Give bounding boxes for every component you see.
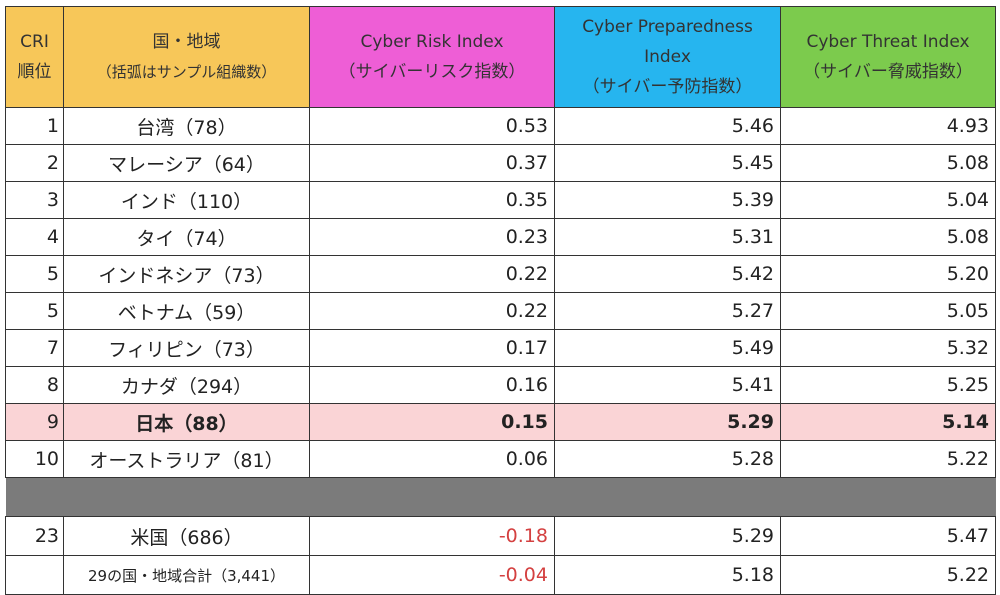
prep-cell: 5.49 — [554, 329, 781, 367]
separator-row — [5, 477, 996, 517]
prep-cell: 5.31 — [554, 218, 781, 256]
risk-header: Cyber Risk Index （サイバーリスク指数） — [309, 6, 555, 108]
risk-cell: 0.06 — [309, 440, 555, 478]
rank-cell: 4 — [5, 218, 64, 256]
prep-header-sub: （サイバー予防指数） — [582, 77, 753, 97]
risk-header-title: Cyber Risk Index — [360, 32, 504, 52]
risk-cell: 0.22 — [309, 255, 555, 293]
risk-cell: -0.04 — [309, 555, 555, 595]
table-row-highlighted-japan: 9 日本（88） 0.15 5.29 5.14 — [5, 403, 996, 441]
country-header-sub: （括弧はサンプル組織数） — [96, 63, 277, 81]
threat-cell: 5.22 — [780, 440, 996, 478]
prep-header-title1: Cyber Preparedness — [582, 17, 753, 37]
rank-cell: 9 — [5, 403, 64, 441]
threat-cell: 5.20 — [780, 255, 996, 293]
rank-cell: 2 — [5, 144, 64, 182]
prep-cell: 5.27 — [554, 292, 781, 330]
risk-header-sub: （サイバーリスク指数） — [338, 62, 526, 82]
risk-cell: 0.22 — [309, 292, 555, 330]
country-cell: タイ（74） — [63, 218, 310, 256]
threat-header-title: Cyber Threat Index — [806, 32, 970, 52]
risk-cell: 0.37 — [309, 144, 555, 182]
rank-header: CRI 順位 — [5, 6, 64, 108]
prep-cell: 5.28 — [554, 440, 781, 478]
country-cell: カナダ（294） — [63, 366, 310, 404]
table-row: 5 ベトナム（59） 0.22 5.27 5.05 — [5, 292, 996, 330]
prep-cell: 5.45 — [554, 144, 781, 182]
table-row: 2 マレーシア（64） 0.37 5.45 5.08 — [5, 144, 996, 182]
prep-cell: 5.29 — [554, 403, 781, 441]
threat-header: Cyber Threat Index （サイバー脅威指数） — [780, 6, 996, 108]
prep-cell: 5.41 — [554, 366, 781, 404]
rank-cell: 7 — [5, 329, 64, 367]
risk-cell: 0.53 — [309, 107, 555, 145]
prep-cell: 5.42 — [554, 255, 781, 293]
country-cell: インドネシア（73） — [63, 255, 310, 293]
threat-cell: 5.22 — [780, 555, 996, 595]
table-header: CRI 順位 国・地域 （括弧はサンプル組織数） Cyber Risk Inde… — [5, 6, 996, 108]
rank-cell: 8 — [5, 366, 64, 404]
country-cell: 台湾（78） — [63, 107, 310, 145]
prep-header-title2: Index — [644, 47, 691, 67]
country-header-title: 国・地域 — [152, 32, 221, 52]
prep-cell: 5.46 — [554, 107, 781, 145]
threat-cell: 5.05 — [780, 292, 996, 330]
country-cell: フィリピン（73） — [63, 329, 310, 367]
risk-cell: 0.17 — [309, 329, 555, 367]
threat-cell: 5.08 — [780, 218, 996, 256]
prep-header: Cyber Preparedness Index （サイバー予防指数） — [554, 6, 781, 108]
table-row: 1 台湾（78） 0.53 5.46 4.93 — [5, 107, 996, 145]
country-cell: マレーシア（64） — [63, 144, 310, 182]
country-cell: ベトナム（59） — [63, 292, 310, 330]
rank-cell: 3 — [5, 181, 64, 219]
prep-cell: 5.29 — [554, 516, 781, 556]
threat-cell: 5.08 — [780, 144, 996, 182]
country-cell: 米国（686） — [63, 516, 310, 556]
rank-cell: 5 — [5, 255, 64, 293]
rank-cell: 10 — [5, 440, 64, 478]
table-body: 1 台湾（78） 0.53 5.46 4.93 2 マレーシア（64） 0.37… — [5, 107, 996, 595]
separator-bar — [5, 477, 996, 517]
table-row: 4 タイ（74） 0.23 5.31 5.08 — [5, 218, 996, 256]
prep-cell: 5.18 — [554, 555, 781, 595]
rank-cell: 5 — [5, 292, 64, 330]
rank-cell — [5, 555, 64, 595]
threat-cell: 5.14 — [780, 403, 996, 441]
country-cell: オーストラリア（81） — [63, 440, 310, 478]
country-cell: 日本（88） — [63, 403, 310, 441]
risk-cell: 0.35 — [309, 181, 555, 219]
table-row: 8 カナダ（294） 0.16 5.41 5.25 — [5, 366, 996, 404]
rank-header-line1: CRI — [20, 32, 49, 52]
risk-cell: 0.23 — [309, 218, 555, 256]
cyber-risk-index-table: CRI 順位 国・地域 （括弧はサンプル組織数） Cyber Risk Inde… — [5, 6, 996, 595]
risk-cell: 0.16 — [309, 366, 555, 404]
threat-cell: 4.93 — [780, 107, 996, 145]
rank-cell: 1 — [5, 107, 64, 145]
risk-cell: 0.15 — [309, 403, 555, 441]
country-header: 国・地域 （括弧はサンプル組織数） — [63, 6, 310, 108]
table-row: 3 インド（110） 0.35 5.39 5.04 — [5, 181, 996, 219]
country-cell: 29の国・地域合計（3,441） — [63, 555, 310, 595]
table-row: 5 インドネシア（73） 0.22 5.42 5.20 — [5, 255, 996, 293]
rank-cell: 23 — [5, 516, 64, 556]
threat-cell: 5.32 — [780, 329, 996, 367]
rank-header-line2: 順位 — [17, 62, 52, 82]
table-row: 7 フィリピン（73） 0.17 5.49 5.32 — [5, 329, 996, 367]
prep-cell: 5.39 — [554, 181, 781, 219]
table-row-total: 29の国・地域合計（3,441） -0.04 5.18 5.22 — [5, 555, 996, 595]
country-cell: インド（110） — [63, 181, 310, 219]
threat-cell: 5.47 — [780, 516, 996, 556]
table-row: 10 オーストラリア（81） 0.06 5.28 5.22 — [5, 440, 996, 478]
threat-header-sub: （サイバー脅威指数） — [803, 62, 973, 82]
threat-cell: 5.04 — [780, 181, 996, 219]
threat-cell: 5.25 — [780, 366, 996, 404]
table-row-us: 23 米国（686） -0.18 5.29 5.47 — [5, 516, 996, 556]
risk-cell: -0.18 — [309, 516, 555, 556]
